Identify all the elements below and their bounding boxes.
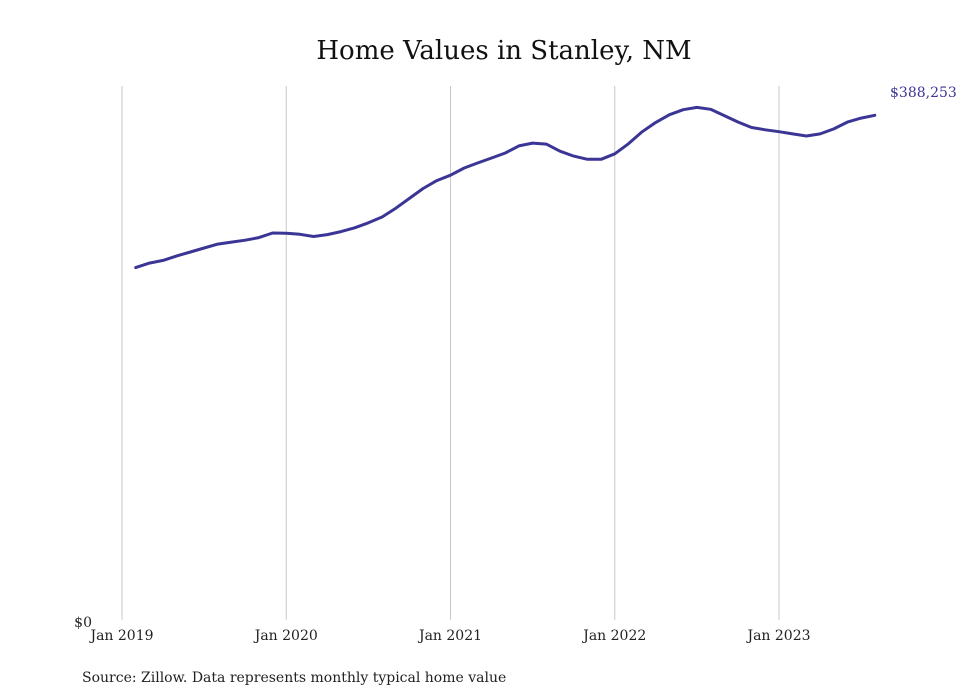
chart-title: Home Values in Stanley, NM: [316, 36, 691, 66]
end-value-label: $388,253: [890, 85, 957, 101]
x-tick-label-jan-2019: Jan 2019: [88, 628, 153, 644]
x-tick-label-jan-2021: Jan 2021: [417, 628, 482, 644]
line-series: [134, 105, 877, 270]
home-value-line: [134, 105, 877, 270]
source-note: Source: Zillow. Data represents monthly …: [82, 670, 506, 686]
x-tick-label-jan-2020: Jan 2020: [253, 628, 318, 644]
x-axis-ticks: Jan 2019 Jan 2020 Jan 2021 Jan 2022 Jan 2023: [88, 628, 810, 644]
y-axis-zero-label: $0: [74, 615, 92, 631]
x-tick-label-jan-2023: Jan 2023: [745, 628, 810, 644]
x-tick-label-jan-2022: Jan 2022: [581, 628, 646, 644]
gridlines: [121, 86, 780, 620]
